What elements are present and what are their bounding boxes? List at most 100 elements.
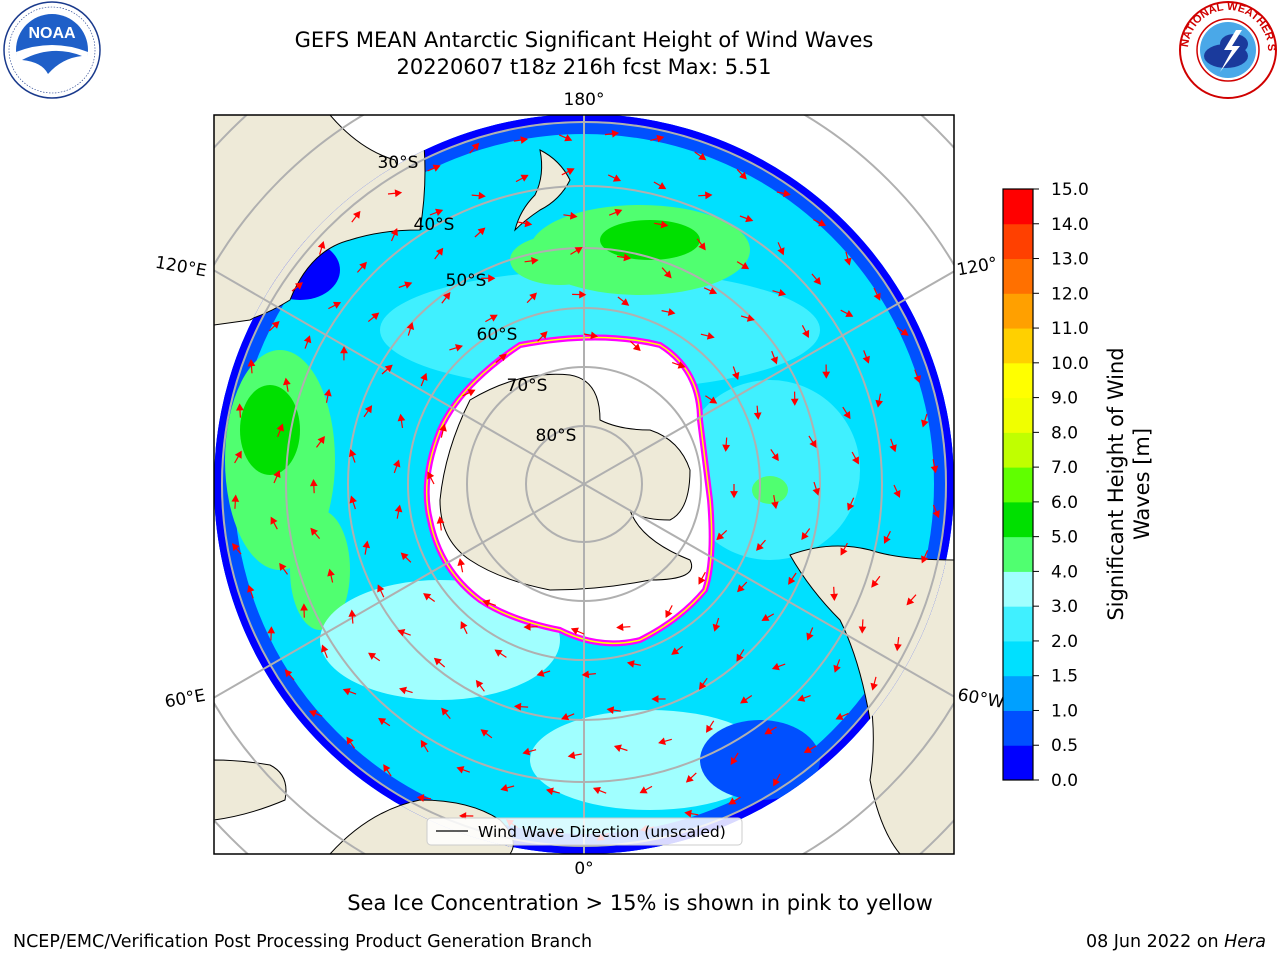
colorbar-tick-label: 1.5 <box>1051 667 1078 687</box>
wave-direction-arrowhead <box>771 453 779 462</box>
wave-direction-arrowhead <box>761 614 770 621</box>
wave-direction-arrowhead <box>932 510 940 519</box>
wave-direction-arrowhead <box>590 331 599 340</box>
wave-direction-arrowhead <box>362 540 371 549</box>
wave-direction-arrowhead <box>739 171 747 180</box>
wave-direction-arrowhead <box>614 208 623 217</box>
wave-direction-arrowhead <box>803 746 812 753</box>
colorbar-tick-label: 7.0 <box>1051 458 1078 478</box>
wave-direction-arrowhead <box>873 292 881 301</box>
wave-direction-arrowhead <box>247 584 255 593</box>
wave-direction-arrowhead <box>520 136 529 144</box>
wave-direction-arrowhead <box>279 562 287 571</box>
wave-direction-arrowhead <box>456 766 465 774</box>
wave-direction-arrowhead <box>730 756 738 766</box>
wave-direction-arrowhead <box>658 182 667 190</box>
wave-direction-arrowhead <box>420 372 428 381</box>
wave-direction-arrowhead <box>737 584 745 593</box>
wave-direction-arrowhead <box>416 794 425 802</box>
wave-direction-arrowhead <box>340 346 348 354</box>
colorbar-tick-label: 13.0 <box>1051 250 1089 270</box>
wave-direction-arrowhead <box>893 489 901 498</box>
wave-direction-arrowhead <box>788 576 796 585</box>
lat-label-60s: 60°S <box>477 325 518 345</box>
wave-direction-arrowhead <box>475 679 484 688</box>
wave-direction-arrowhead <box>570 627 579 635</box>
wave-direction-arrowhead <box>346 736 354 745</box>
wave-direction-arrowhead <box>858 626 867 634</box>
colorbar-segment <box>1003 501 1033 538</box>
wave-direction-arrowhead <box>397 413 406 422</box>
wave-direction-arrowhead <box>433 657 442 666</box>
colorbar-segment <box>1003 258 1033 294</box>
wave-direction-arrowhead <box>626 660 635 668</box>
wave-direction-arrowhead <box>567 751 576 760</box>
wave-direction-arrowhead <box>489 314 498 322</box>
wave-direction-arrowhead <box>770 356 778 365</box>
colorbar-tick-label: 10.0 <box>1051 354 1089 374</box>
wave-direction-arrowhead <box>639 786 648 794</box>
colorbar-tick-label: 4.0 <box>1051 562 1078 582</box>
wave-direction-arrowhead <box>728 797 737 805</box>
wave-direction-arrowhead <box>353 210 361 219</box>
wave-direction-arrowhead <box>317 241 326 249</box>
colorbar-segment <box>1003 328 1033 364</box>
wave-direction-arrowhead <box>524 219 533 228</box>
wave-direction-arrowhead <box>771 501 779 510</box>
colorbar-tick-label: 14.0 <box>1051 215 1089 235</box>
graticule <box>214 115 954 854</box>
wave-direction-arrowhead <box>371 312 380 321</box>
wave-direction-arrowhead <box>569 211 578 220</box>
wave-direction-arrowhead <box>545 787 554 796</box>
colorbar-segment <box>1003 397 1033 433</box>
colorbar-tick-label: 9.0 <box>1051 389 1078 409</box>
wave-direction-arrowhead <box>745 214 754 223</box>
colorbar-segment <box>1003 536 1033 572</box>
wave-direction-arrowhead <box>359 261 367 270</box>
sea-ice-note: Sea Ice Concentration > 15% is shown in … <box>347 891 933 915</box>
wave-direction-arrowhead <box>753 412 762 420</box>
wave-direction-arrowhead <box>420 739 428 748</box>
wave-direction-arrowhead <box>698 242 706 251</box>
wave-direction-arrowhead <box>830 593 838 602</box>
wave-direction-arrowhead <box>393 459 401 468</box>
legend-label: Wind Wave Direction (unscaled) <box>478 823 726 841</box>
wave-direction-arrowhead <box>764 727 773 735</box>
colorbar-segment <box>1003 362 1033 399</box>
wave-direction-arrowhead <box>783 189 791 198</box>
wave-direction-arrowhead <box>621 298 630 306</box>
wave-direction-arrowhead <box>606 706 615 714</box>
wave-direction-arrowhead <box>427 471 435 480</box>
wave-direction-arrowhead <box>308 709 317 718</box>
wave-direction-arrowhead <box>467 389 476 397</box>
wave-direction-arrowhead <box>321 644 329 653</box>
wave-direction-arrowhead <box>833 664 841 673</box>
wave-direction-arrowhead <box>651 695 659 703</box>
wave-direction-arrowhead <box>778 288 787 297</box>
wave-direction-arrowhead <box>455 344 463 352</box>
wave-direction-arrowhead <box>677 361 686 369</box>
wave-direction-arrowhead <box>806 632 814 641</box>
colorbar-tick-label: 11.0 <box>1051 319 1089 339</box>
wave-direction-arrowhead <box>852 456 859 465</box>
wave-direction-arrowhead <box>282 377 291 386</box>
wave-direction-arrowhead <box>523 623 531 631</box>
wave-direction-arrowhead <box>574 246 583 254</box>
wave-direction-arrowhead <box>460 621 468 630</box>
nws-logo: NATIONAL WEATHER SERVICE <box>1174 0 1278 100</box>
wave-direction-arrowhead <box>443 292 451 300</box>
wave-direction-arrowhead <box>348 609 357 617</box>
wave-direction-arrowhead <box>921 419 929 428</box>
colorbar-segment <box>1003 223 1033 260</box>
wave-direction-arrowhead <box>478 191 486 200</box>
wave-direction-arrowhead <box>671 647 680 655</box>
wave-direction-arrowhead <box>477 227 486 236</box>
map-frame <box>213 114 955 855</box>
wave-direction-arrowhead <box>294 282 303 290</box>
wave-direction-arrowhead <box>611 129 620 138</box>
wave-direction-arrowhead <box>494 649 503 657</box>
wave-direction-arrowhead <box>317 436 325 444</box>
wave-direction-arrowhead <box>809 439 817 448</box>
lat-label-80s: 80°S <box>536 426 577 446</box>
wave-direction-arrowhead <box>740 696 749 704</box>
